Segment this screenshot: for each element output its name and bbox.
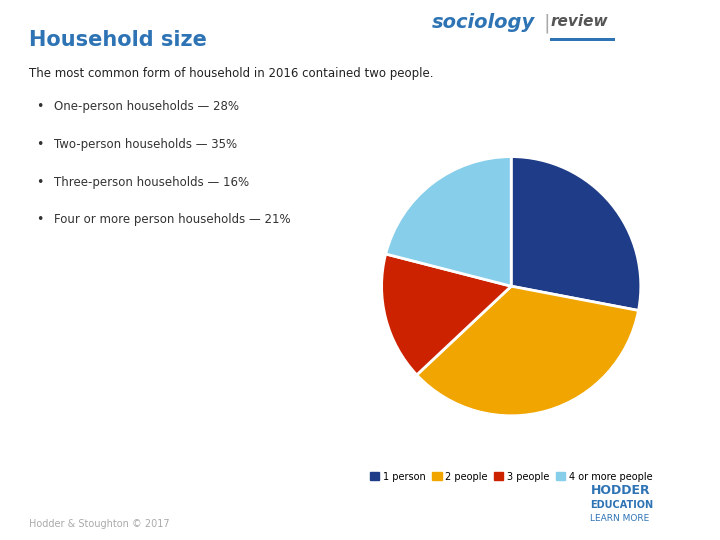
Text: Two-person households — 35%: Two-person households — 35% [54, 138, 237, 151]
Text: EDUCATION: EDUCATION [590, 500, 654, 510]
Wedge shape [382, 254, 511, 375]
Text: Three-person households — 16%: Three-person households — 16% [54, 176, 249, 188]
Text: One-person households — 28%: One-person households — 28% [54, 100, 239, 113]
Wedge shape [511, 157, 641, 310]
Wedge shape [386, 157, 511, 286]
Text: HODDER: HODDER [590, 484, 650, 497]
Text: •: • [36, 213, 43, 226]
Text: •: • [36, 176, 43, 188]
Text: The most common form of household in 2016 contained two people.: The most common form of household in 201… [29, 68, 433, 80]
Text: sociology: sociology [432, 14, 535, 32]
Text: Hodder & Stoughton © 2017: Hodder & Stoughton © 2017 [29, 519, 169, 529]
Text: LEARN MORE: LEARN MORE [590, 514, 649, 523]
Text: Household size: Household size [29, 30, 207, 50]
Text: •: • [36, 138, 43, 151]
Text: review: review [551, 14, 608, 29]
Wedge shape [417, 286, 639, 416]
Legend: 1 person, 2 people, 3 people, 4 or more people: 1 person, 2 people, 3 people, 4 or more … [366, 468, 657, 485]
Text: |: | [544, 14, 550, 33]
Text: •: • [36, 100, 43, 113]
Text: Four or more person households — 21%: Four or more person households — 21% [54, 213, 291, 226]
